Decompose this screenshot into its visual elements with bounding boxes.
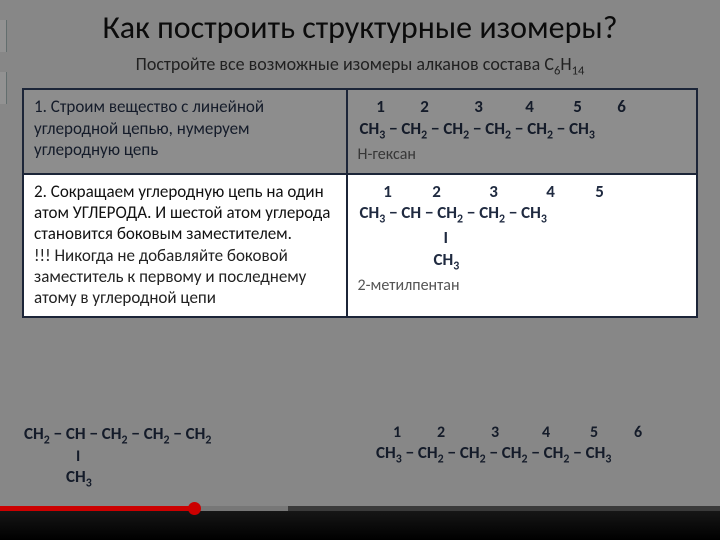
row2-compound-name: 2-метилпентан	[358, 274, 686, 296]
below-right-chain: CH3 − CH2 − CH2 − CH2 − CH2 − CH3	[374, 442, 704, 466]
row2-instruction: 2. Сокращаем углеродную цепь на один ато…	[23, 174, 347, 318]
slide-subtitle: Постройте все возможные изомеры алканов …	[0, 51, 720, 89]
table-row-1: 1. Строим вещество с линейной углеродной…	[23, 89, 697, 174]
subtitle-prefix: Постройте все возможные изомеры алканов …	[136, 53, 545, 75]
row1-chain: CH3 − CH2 − CH2 − CH2 − CH2 − CH3	[358, 118, 686, 143]
side-marker-1	[0, 20, 7, 52]
youtube-control-bar[interactable]	[0, 506, 720, 540]
below-right-structure: 123456 CH3 − CH2 − CH2 − CH2 − CH2 − CH3	[374, 423, 704, 466]
row2-branch-bond: I	[358, 227, 686, 248]
below-right-numbers: 123456	[374, 423, 704, 442]
table-row-2-highlighted: 2. Сокращаем углеродную цепь на один ато…	[23, 174, 697, 318]
row2-warning: !!! Никогда не добавляйте боковой замест…	[34, 245, 336, 309]
slide-title: Как построить структурные изомеры?	[0, 0, 720, 51]
below-left-branch-bond: I	[22, 447, 322, 466]
below-left-chain: CH2 − CH − CH2 − CH2 − CH2	[22, 423, 322, 447]
row2-numbers: 12345	[358, 181, 686, 202]
slide-background: Как построить структурные изомеры? Постр…	[0, 0, 720, 540]
youtube-buffered	[194, 506, 288, 511]
isomer-table: 1. Строим вещество с линейной углеродной…	[22, 88, 698, 318]
row1-numbers: 123456	[358, 96, 686, 117]
row1-structure-cell: 123456 CH3 − CH2 − CH2 − CH2 − CH2 − CH3…	[347, 89, 697, 174]
youtube-played	[0, 506, 194, 511]
row2-chain: CH3 − CH − CH2 − CH2 − CH3	[358, 202, 686, 227]
subtitle-formula: C6H14	[544, 53, 584, 75]
youtube-progress-track[interactable]	[0, 506, 720, 511]
row2-branch-ch3: CH3	[358, 249, 686, 274]
below-left-structure: CH2 − CH − CH2 − CH2 − CH2 I CH3	[22, 423, 322, 491]
row2-structure-cell: 12345 CH3 − CH − CH2 − CH2 − CH3 I CH3 2…	[347, 174, 697, 318]
youtube-scrubber-thumb[interactable]	[188, 502, 201, 515]
below-left-branch-ch3: CH3	[22, 466, 322, 490]
row2-text-main: 2. Сокращаем углеродную цепь на один ато…	[34, 181, 336, 245]
side-marker-2	[0, 72, 7, 104]
row1-instruction: 1. Строим вещество с линейной углеродной…	[23, 89, 347, 174]
row1-compound-name: Н-гексан	[358, 143, 686, 165]
